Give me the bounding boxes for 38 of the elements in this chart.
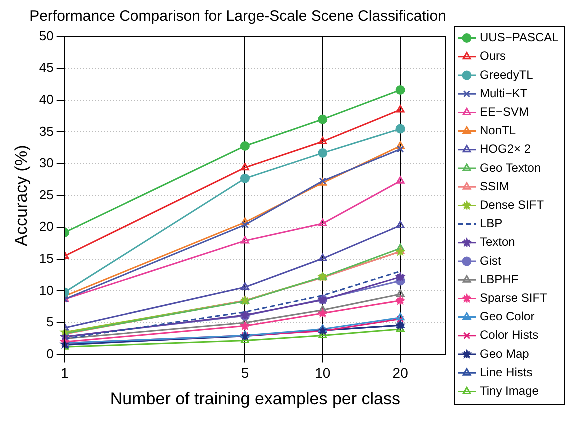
legend-label: Line Hists xyxy=(480,365,533,380)
legend-label: Multi−KT xyxy=(480,86,528,100)
legend-label: NonTL xyxy=(480,124,516,138)
y-tick-label: 0 xyxy=(46,346,54,362)
y-tick-label: 35 xyxy=(39,124,54,139)
legend-label: Geo Color xyxy=(480,310,535,324)
legend-label: Texton xyxy=(480,235,516,250)
legend-label: Dense SIFT xyxy=(480,198,545,212)
y-tick-label: 15 xyxy=(39,250,54,266)
legend-label: Color Hists xyxy=(480,328,539,342)
legend-label: LBP xyxy=(480,216,503,231)
legend-label: Tiny Image xyxy=(480,384,540,398)
x-tick-label: 10 xyxy=(315,365,331,382)
legend-label: Geo Texton xyxy=(480,160,542,175)
legend-label: GreedyTL xyxy=(480,68,534,82)
x-tick-label: 1 xyxy=(60,365,69,382)
legend-label: LBPHF xyxy=(480,272,519,286)
x-tick-label: 5 xyxy=(241,365,250,382)
legend-label: Ours xyxy=(480,49,506,64)
y-tick-label: 10 xyxy=(39,282,54,298)
legend-label: UUS−PASCAL xyxy=(480,30,560,45)
chart-title: Performance Comparison for Large-Scale Scene Classification xyxy=(28,8,448,26)
y-tick-label: 20 xyxy=(39,219,54,234)
y-tick-label: 25 xyxy=(39,187,54,202)
legend-label: SSIM xyxy=(480,179,510,194)
y-axis-title: Accuracy (%) xyxy=(12,145,31,246)
legend-label: Sparse SIFT xyxy=(480,291,548,306)
x-axis-title: Number of training examples per class xyxy=(110,389,400,408)
y-tick-label: 30 xyxy=(39,156,54,171)
y-tick-label: 45 xyxy=(39,60,54,76)
y-tick-label: 40 xyxy=(39,92,54,107)
y-tick-label: 50 xyxy=(39,28,54,44)
legend-label: HOG2× 2 xyxy=(480,142,532,156)
legend-label: EE−SVM xyxy=(480,105,530,120)
x-tick-label: 20 xyxy=(392,365,409,382)
legend-label: Gist xyxy=(480,254,502,268)
legend-label: Geo Map xyxy=(480,346,530,361)
y-tick-label: 5 xyxy=(46,314,54,330)
